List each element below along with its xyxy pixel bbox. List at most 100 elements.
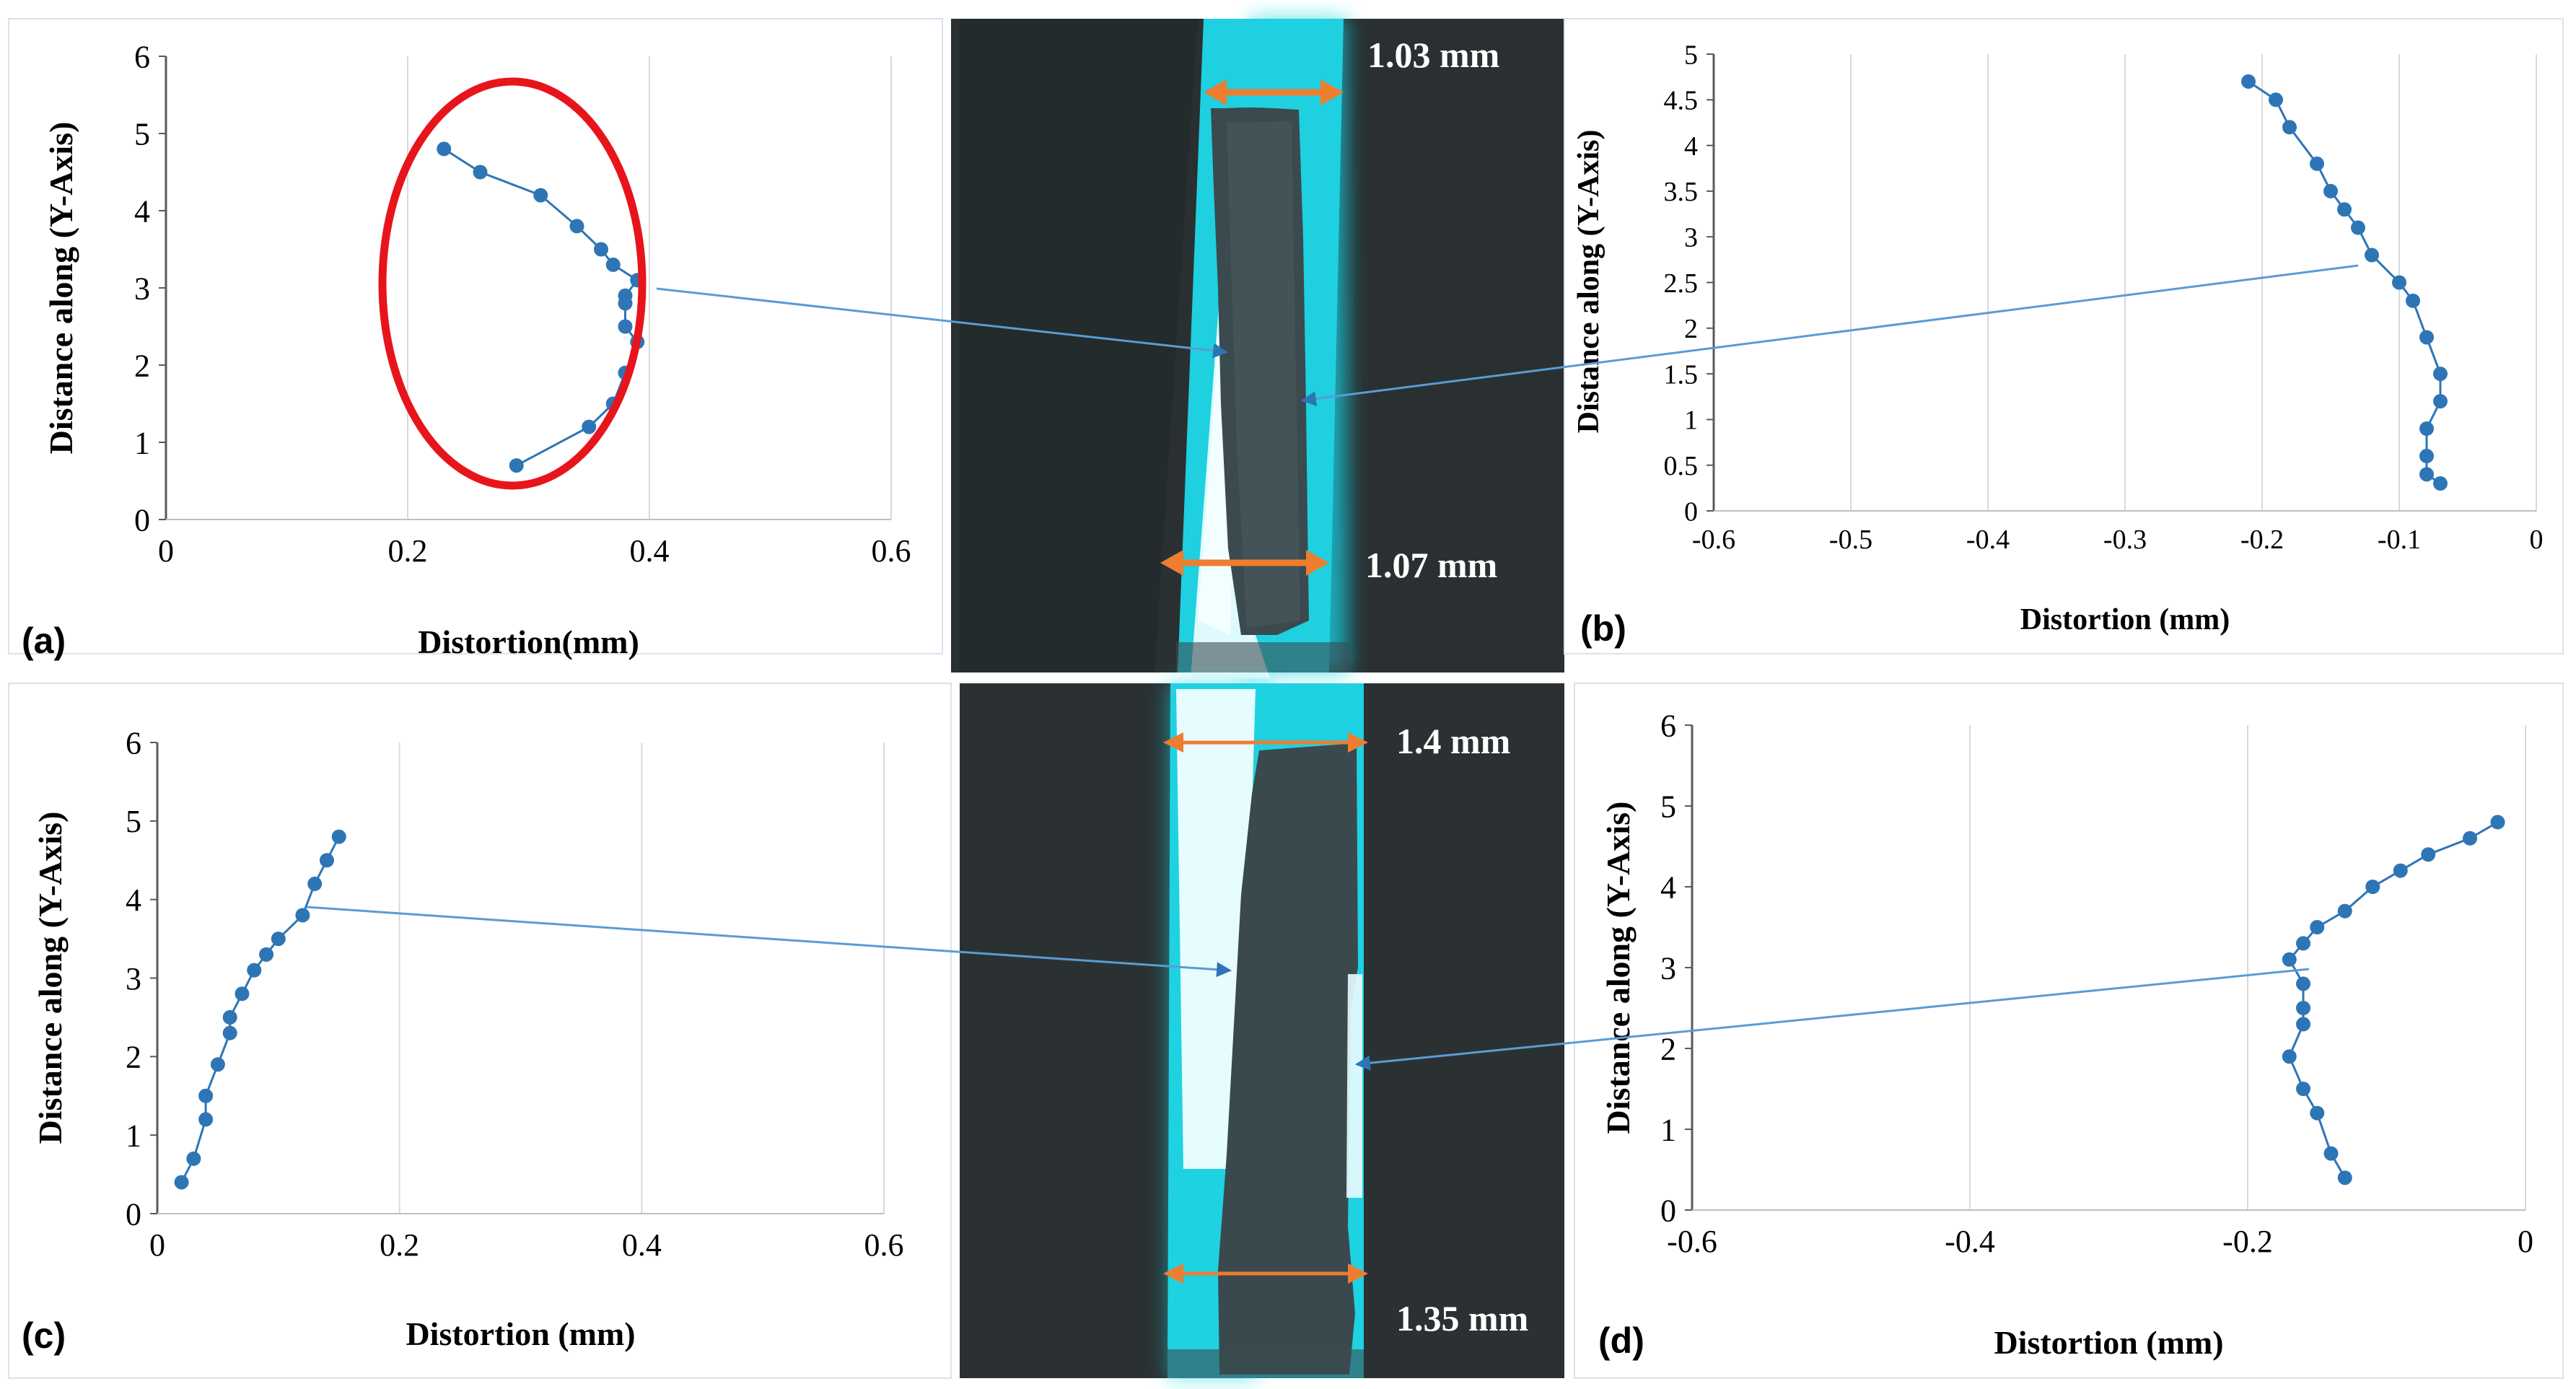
data-point	[2365, 247, 2379, 263]
panel-letter: (c)	[22, 1315, 66, 1356]
y-tick-label: 1	[134, 425, 150, 460]
x-tick-label: -0.2	[2222, 1224, 2273, 1259]
data-point	[210, 1057, 225, 1072]
y-tick-label: 3	[1660, 950, 1676, 986]
y-tick-label: 2.5	[1664, 268, 1699, 299]
data-point	[259, 947, 274, 962]
x-tick-label: -0.2	[2240, 525, 2284, 555]
y-tick-label: 5	[126, 804, 141, 839]
y-tick-label: 4	[1660, 869, 1676, 905]
y-tick-label: 5	[1660, 789, 1676, 824]
data-point	[2296, 936, 2310, 951]
data-point	[2406, 293, 2420, 308]
y-tick-label: 4	[134, 193, 150, 229]
y-axis-label: Distance along (Y-Axis)	[43, 122, 79, 455]
connector-c	[306, 906, 1232, 978]
data-point	[2323, 183, 2338, 198]
data-point	[2337, 202, 2352, 217]
data-point	[186, 1151, 201, 1166]
y-tick-label: 2	[1660, 1031, 1676, 1066]
data-point	[2421, 847, 2436, 862]
connector-b	[1300, 264, 2359, 407]
chart-panel-a: 0 0.2 0.4 0.6 0 1 2 3 4 5 6 Distortion(mm) Distance …	[8, 18, 943, 661]
data-point	[2419, 449, 2434, 464]
y-axis-label: Distance along (Y-Axis)	[1600, 802, 1637, 1134]
panel-letter: (d)	[1598, 1320, 1644, 1361]
x-tick-label: -0.4	[1966, 525, 2010, 555]
width-arrow-bottom-1	[1163, 732, 1368, 753]
connector-d	[1354, 968, 2310, 1071]
x-axis-label: Distortion (mm)	[1994, 1324, 2223, 1361]
data-point	[222, 1025, 237, 1040]
x-tick-label: 0.6	[872, 533, 911, 569]
width-label-top-1: 1.03 mm	[1367, 35, 1499, 75]
chart-panel-c: 0 0.2 0.4 0.6 0 1 2 3 4 5 6 Distortion (mm) Distance…	[8, 683, 952, 1379]
x-tick-label: 0	[158, 533, 174, 569]
y-tick-label: 0	[126, 1196, 141, 1232]
y-tick-label: 0	[134, 502, 150, 538]
y-tick-label: 3	[126, 961, 141, 996]
data-point	[2419, 467, 2434, 482]
width-label-top-2: 1.07 mm	[1365, 545, 1497, 585]
panel-letter: (a)	[22, 621, 66, 661]
data-point	[2419, 421, 2434, 437]
data-point	[2296, 976, 2310, 991]
data-point	[2393, 863, 2408, 878]
data-point	[594, 242, 608, 257]
x-tick-label: 0.4	[630, 533, 670, 569]
y-tick-label: 2	[1684, 314, 1698, 344]
x-tick-label: -0.6	[1667, 1224, 1717, 1259]
y-axis-label: Distance along (Y-Axis)	[1572, 130, 1605, 434]
y-tick-label: 3	[134, 271, 150, 306]
x-tick-label: 0	[2530, 525, 2544, 555]
y-tick-label: 1	[1684, 406, 1698, 436]
y-tick-label: 1	[1660, 1112, 1676, 1147]
data-point	[271, 932, 286, 947]
x-tick-label: 0.2	[380, 1227, 419, 1263]
data-point	[198, 1112, 214, 1127]
data-point	[2282, 120, 2297, 135]
y-tick-label: 6	[134, 39, 150, 74]
y-tick-label: 4.5	[1664, 86, 1699, 116]
width-arrow-bottom-2	[1163, 1263, 1368, 1284]
data-point	[2392, 275, 2406, 290]
y-axis-label: Distance along (Y-Axis)	[32, 812, 69, 1144]
data-point	[247, 963, 262, 978]
chart-frame	[1564, 18, 2564, 654]
panel-letter: (b)	[1580, 608, 1626, 649]
data-point	[2433, 394, 2448, 409]
width-label-bottom-1: 1.4 mm	[1396, 721, 1510, 761]
y-tick-label: 1	[126, 1118, 141, 1154]
x-axis-label: Distortion (mm)	[2020, 603, 2230, 636]
data-point	[582, 419, 597, 434]
x-tick-label: -0.5	[1829, 525, 1872, 555]
data-point	[2365, 880, 2380, 894]
data-point	[307, 876, 323, 891]
data-point	[509, 458, 524, 473]
data-point	[618, 288, 633, 303]
chart-frame	[8, 18, 943, 654]
chart-panel-d: -0.6 -0.4 -0.2 0 0 1 2 3 4 5 6 Distortion (mm) Dista…	[1574, 683, 2564, 1379]
y-tick-label: 3	[1684, 223, 1698, 253]
data-point	[2296, 1017, 2310, 1032]
data-point	[2433, 476, 2448, 491]
data-point	[2296, 1001, 2310, 1015]
weld-photo-top	[951, 19, 1564, 678]
data-point	[2310, 1105, 2325, 1121]
y-tick-label: 6	[1660, 708, 1676, 743]
data-point	[235, 986, 250, 1002]
data-point	[473, 165, 488, 180]
x-axis-label: Distortion (mm)	[406, 1315, 635, 1352]
y-tick-label: 0.5	[1664, 451, 1699, 481]
y-tick-label: 2	[134, 348, 150, 383]
chart-frame	[1574, 683, 2564, 1379]
y-tick-label: 5	[134, 116, 150, 152]
data-point	[295, 908, 310, 923]
data-point	[2269, 92, 2283, 108]
x-axis-label: Distortion(mm)	[418, 623, 639, 660]
data-point	[198, 1088, 214, 1103]
x-tick-label: 0.4	[622, 1227, 662, 1263]
connector-a	[656, 287, 1229, 359]
data-point	[2241, 74, 2256, 89]
